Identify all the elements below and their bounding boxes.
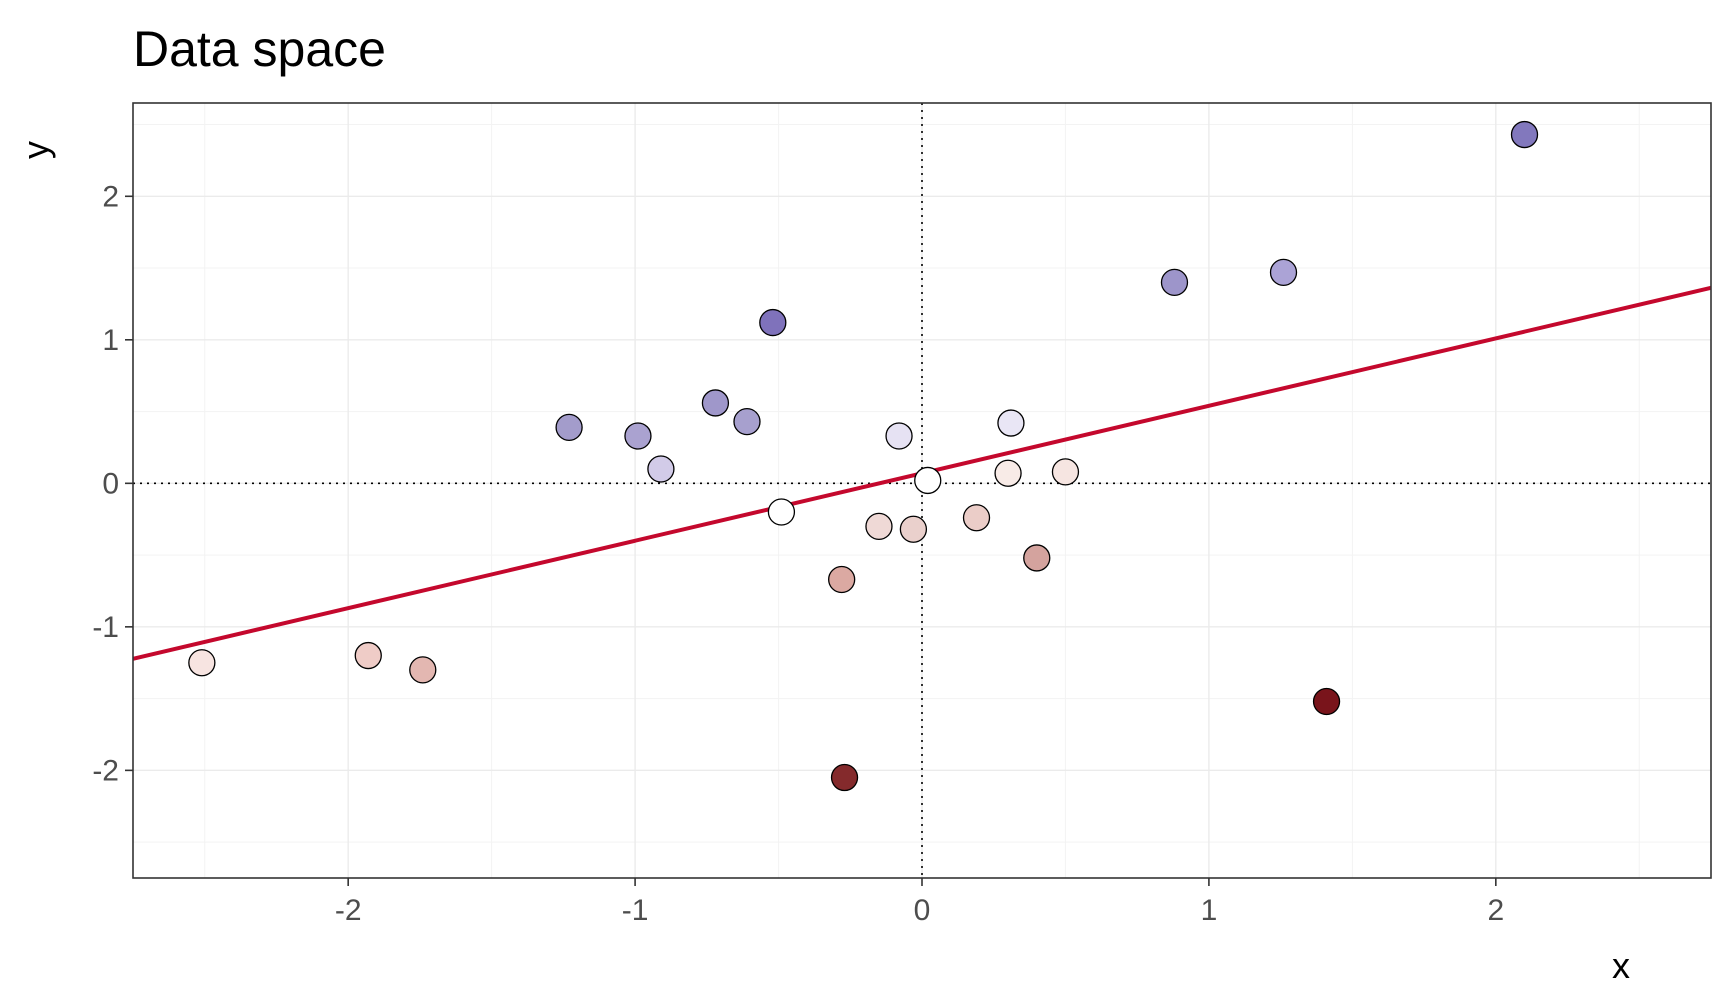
data-point — [885, 422, 913, 450]
x-axis: -2 -1 0 1 2 — [335, 878, 1504, 927]
x-tick-label: -1 — [622, 894, 649, 927]
x-tick-label: 1 — [1201, 894, 1218, 927]
y-tick-label: -2 — [92, 754, 119, 787]
x-axis-label: x — [1612, 945, 1630, 986]
data-point — [865, 512, 893, 541]
data-point — [1312, 687, 1341, 716]
y-tick-label: 1 — [102, 324, 119, 357]
data-point — [1269, 258, 1298, 287]
data-point — [914, 466, 942, 495]
data-point — [733, 407, 761, 436]
data-point — [647, 455, 675, 483]
data-point — [828, 565, 856, 594]
data-point — [409, 656, 437, 684]
y-axis-label: y — [15, 141, 56, 159]
data-point — [555, 413, 583, 442]
data-point — [188, 649, 216, 677]
reference-lines — [133, 103, 1711, 878]
data-point — [759, 308, 787, 337]
chart-title: Data space — [133, 21, 386, 77]
x-tick-label: 0 — [914, 894, 931, 927]
data-point — [962, 504, 991, 532]
data-point — [1510, 120, 1539, 149]
data-point — [1160, 268, 1189, 297]
data-point — [767, 498, 796, 526]
x-tick-label: -2 — [335, 894, 362, 927]
data-point — [899, 515, 928, 543]
y-tick-label: 2 — [102, 180, 119, 213]
data-point — [994, 459, 1022, 487]
y-axis: -2 -1 0 1 2 — [92, 180, 133, 787]
data-point — [701, 389, 730, 417]
data-point — [624, 422, 652, 450]
data-point — [1051, 458, 1080, 486]
major-gridlines — [133, 103, 1711, 878]
y-tick-label: 0 — [102, 467, 119, 500]
data-point — [1023, 544, 1051, 572]
data-point — [830, 763, 859, 792]
data-points — [188, 120, 1539, 792]
y-tick-label: -1 — [92, 611, 119, 644]
data-point — [354, 641, 382, 670]
data-point — [997, 409, 1025, 437]
x-tick-label: 2 — [1487, 894, 1504, 927]
